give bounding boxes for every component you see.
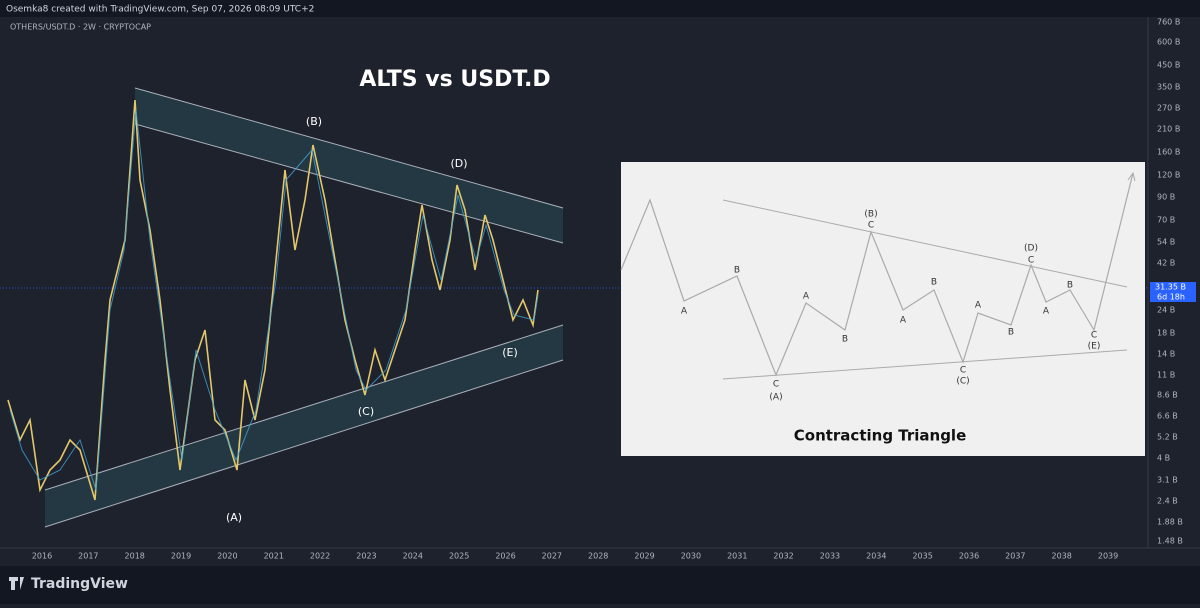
time-label: 2024 <box>403 552 423 561</box>
time-label: 2019 <box>171 552 191 561</box>
inset: Contracting Triangle ABC(A)AB(B)CABC(C)A… <box>620 162 1145 456</box>
wave-label: (A) <box>226 511 242 524</box>
time-label: 2032 <box>773 552 793 561</box>
price-label: 450 B <box>1157 61 1180 70</box>
wave-label: A <box>975 301 982 311</box>
inset-title: Contracting Triangle <box>794 427 967 445</box>
time-label: 2018 <box>125 552 145 561</box>
time-label: 2016 <box>32 552 52 561</box>
wave-label: C <box>868 221 874 231</box>
wave-label: B <box>931 278 937 288</box>
countdown: 6d 18h <box>1157 293 1185 302</box>
time-label: 2039 <box>1098 552 1118 561</box>
price-label: 210 B <box>1157 125 1180 134</box>
price-badge <box>1150 282 1196 302</box>
inset-background <box>621 162 1145 456</box>
wave-path <box>620 172 1134 377</box>
time-label: 2031 <box>727 552 747 561</box>
wave-label: A <box>681 307 688 317</box>
wave-label: C <box>1091 331 1097 341</box>
time-label: 2028 <box>588 552 608 561</box>
price-label: 120 B <box>1157 171 1180 180</box>
time-label: 2027 <box>542 552 562 561</box>
wave-label: (C) <box>956 377 969 387</box>
chart-title: ALTS vs USDT.D <box>359 67 550 92</box>
price-label: 54 B <box>1157 238 1175 247</box>
time-label: 2021 <box>264 552 284 561</box>
trend-line <box>722 199 1128 288</box>
price-label: 5.2 B <box>1157 433 1178 442</box>
wave-label: B <box>842 335 848 345</box>
current-price: 31.35 B <box>1155 283 1186 292</box>
trend-line <box>722 349 1128 380</box>
price-series <box>7 99 539 501</box>
wave-label: (B) <box>306 115 322 128</box>
top-bar <box>0 0 1200 17</box>
price-series-shadow <box>9 109 539 491</box>
time-label: 2025 <box>449 552 469 561</box>
time-label: 2035 <box>912 552 932 561</box>
wave-label: C <box>960 366 966 376</box>
credit: Osemka8 created with TradingView.com, Se… <box>6 5 314 15</box>
time-label: 2038 <box>1052 552 1072 561</box>
symbol: OTHERS/USDT.D · 2W · CRYPTOCAP <box>10 23 151 32</box>
wave-label: C <box>773 380 779 390</box>
time-label: 2033 <box>820 552 840 561</box>
price-label: 270 B <box>1157 104 1180 113</box>
price-label: 8.6 B <box>1157 391 1178 400</box>
price-label: 3.1 B <box>1157 476 1178 485</box>
wave-label: A <box>900 316 907 326</box>
time-label: 2030 <box>681 552 701 561</box>
price-label: 4 B <box>1157 454 1170 463</box>
price-label: 18 B <box>1157 329 1175 338</box>
logo <box>9 577 24 590</box>
brand: TradingView <box>31 576 128 592</box>
price-label: 2.4 B <box>1157 497 1178 506</box>
wave-label: B <box>1067 281 1073 291</box>
price-label: 160 B <box>1157 148 1180 157</box>
price-label: 760 B <box>1157 18 1180 27</box>
price-label: 6.6 B <box>1157 412 1178 421</box>
price-label: 14 B <box>1157 350 1175 359</box>
wave-label: C <box>1028 256 1034 266</box>
wave-label: B <box>734 266 740 276</box>
time-label: 2023 <box>356 552 376 561</box>
price-label: 24 B <box>1157 306 1175 315</box>
price-label: 350 B <box>1157 83 1180 92</box>
price-label: 70 B <box>1157 216 1175 225</box>
wave-label: (E) <box>1088 342 1101 352</box>
time-label: 2034 <box>866 552 886 561</box>
wave-label: (E) <box>502 346 518 359</box>
price-label: 42 B <box>1157 259 1175 268</box>
time-label: 2036 <box>959 552 979 561</box>
time-label: 2022 <box>310 552 330 561</box>
time-label: 2037 <box>1005 552 1025 561</box>
wave-label: B <box>1008 328 1014 338</box>
wave-label: A <box>1043 307 1050 317</box>
wave-label: (B) <box>864 210 877 220</box>
arrow-head <box>1127 171 1136 182</box>
wave-label: (D) <box>1024 244 1038 254</box>
price-label: 11 B <box>1157 371 1175 380</box>
wave-label: A <box>803 292 810 302</box>
time-label: 2026 <box>495 552 515 561</box>
price-label: 90 B <box>1157 193 1175 202</box>
footer-bar <box>0 566 1200 604</box>
wave-label: (C) <box>358 405 374 418</box>
time-label: 2017 <box>78 552 98 561</box>
wave-label: (A) <box>769 393 782 403</box>
price-label: 1.88 B <box>1157 518 1183 527</box>
time-label: 2020 <box>217 552 237 561</box>
price-label: 1.48 B <box>1157 537 1183 546</box>
price-label: 600 B <box>1157 38 1180 47</box>
wave-label: (D) <box>450 157 467 170</box>
time-label: 2029 <box>634 552 654 561</box>
